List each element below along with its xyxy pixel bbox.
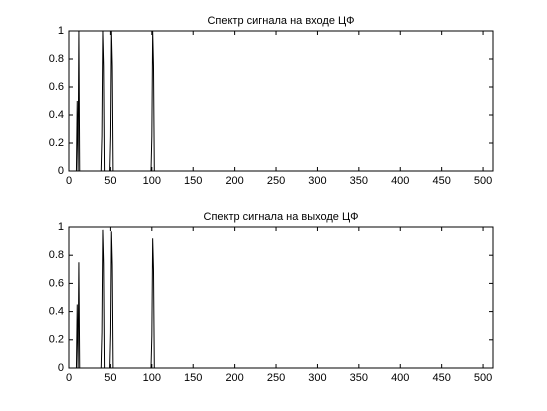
x-tick-label: 400 [391,175,409,187]
x-tick-label: 500 [474,175,492,187]
x-tick-label: 350 [350,372,368,384]
x-tick-label: 450 [432,175,450,187]
y-tick-label: 0.6 [49,81,64,93]
chart-title: Спектр сигнала на выходе ЦФ [204,211,359,223]
x-tick-label: 250 [267,372,285,384]
x-tick-label: 150 [184,175,202,187]
axes-frame [68,226,494,369]
x-tick-label: 0 [66,372,72,384]
x-tick-label: 200 [225,372,243,384]
y-tick-label: 1 [58,221,64,233]
x-tick-label: 100 [143,175,161,187]
y-tick-label: 0 [58,165,64,177]
y-tick-label: 0.4 [49,109,64,121]
y-tick-label: 0.8 [49,53,64,65]
y-tick-label: 0.6 [49,277,64,289]
x-tick-label: 200 [225,175,243,187]
y-tick-label: 0.2 [49,137,64,149]
x-tick-label: 250 [267,175,285,187]
x-tick-label: 350 [350,175,368,187]
spectrum-line [69,30,493,172]
x-tick-label: 300 [308,372,326,384]
x-tick-label: 50 [104,372,116,384]
x-tick-label: 500 [474,372,492,384]
chart-title: Спектр сигнала на входе ЦФ [207,15,354,27]
x-tick-label: 450 [432,372,450,384]
x-tick-label: 300 [308,175,326,187]
x-tick-label: 50 [104,175,116,187]
axes-frame [68,30,494,172]
x-tick-label: 150 [184,372,202,384]
y-tick-label: 0 [58,362,64,374]
y-tick-label: 1 [58,25,64,37]
x-tick-label: 0 [66,175,72,187]
x-tick-label: 100 [143,372,161,384]
y-tick-label: 0.2 [49,334,64,346]
x-tick-label: 400 [391,372,409,384]
spectrum-line [69,229,493,369]
y-tick-label: 0.8 [49,249,64,261]
y-tick-label: 0.4 [49,306,64,318]
